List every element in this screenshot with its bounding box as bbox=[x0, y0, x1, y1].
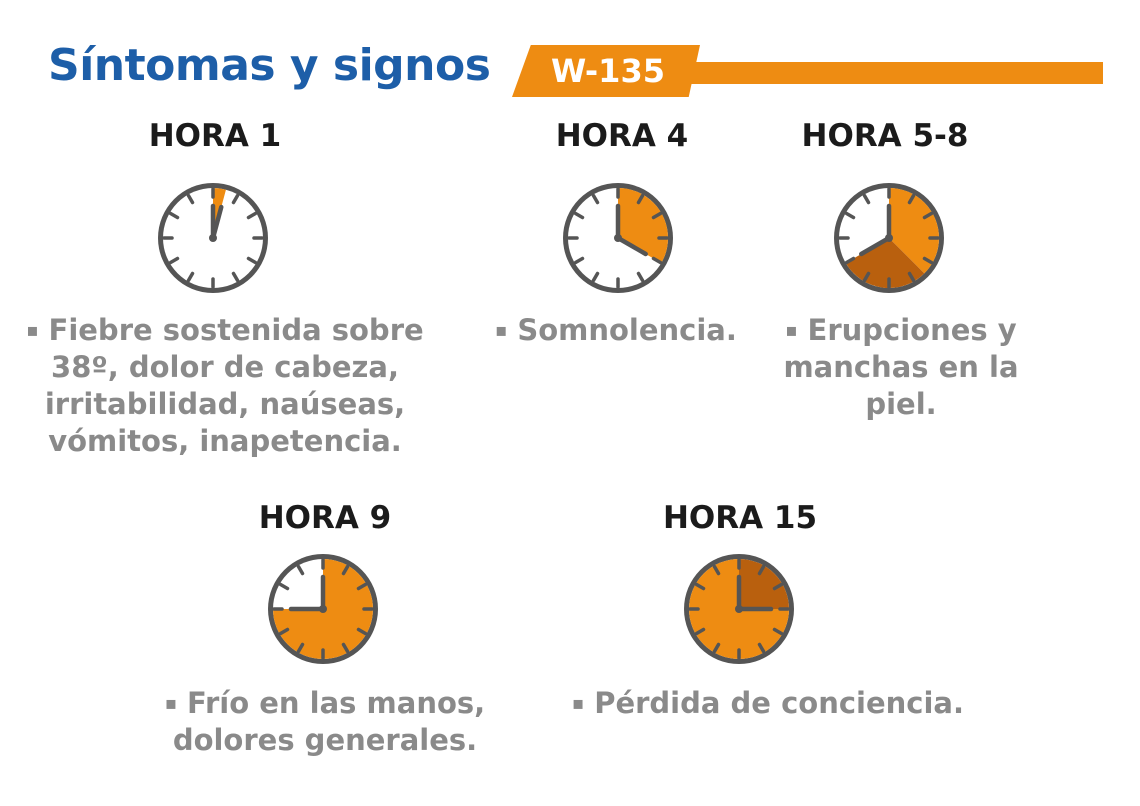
stage-description: ▪ Somnolencia. bbox=[474, 312, 758, 349]
clock-tick bbox=[636, 271, 645, 283]
clock-tick bbox=[356, 582, 368, 591]
clock-icon bbox=[268, 554, 378, 664]
clock-tick bbox=[862, 193, 871, 205]
description-line: manchas en la bbox=[783, 350, 1019, 384]
clock-tick bbox=[862, 271, 871, 283]
clock-tick bbox=[296, 642, 305, 654]
clock-tick bbox=[186, 271, 195, 283]
clock-tick bbox=[757, 642, 766, 654]
bullet-icon: ▪ bbox=[164, 693, 178, 714]
clock-tick bbox=[772, 627, 784, 636]
clock-tick bbox=[907, 193, 916, 205]
clock-tick bbox=[246, 211, 258, 220]
clock-sector bbox=[889, 188, 939, 274]
clock-tick bbox=[168, 256, 180, 265]
clock-tick bbox=[186, 193, 195, 205]
clock-tick bbox=[694, 582, 706, 591]
code-badge-label: W-135 bbox=[551, 52, 665, 90]
clock-tick bbox=[651, 211, 663, 220]
description-line: ▪ Frío en las manos, bbox=[164, 686, 486, 720]
stage-description: ▪ Fiebre sostenida sobre 38º, dolor de ca… bbox=[10, 312, 440, 460]
stage-hour-label: HORA 15 bbox=[662, 500, 818, 536]
description-line: 38º, dolor de cabeza, bbox=[51, 350, 399, 384]
clock-tick bbox=[296, 564, 305, 576]
clock-icon bbox=[834, 183, 944, 293]
clock-tick bbox=[651, 256, 663, 265]
description-line: vómitos, inapetencia. bbox=[48, 424, 402, 458]
stage-hour-label: HORA 4 bbox=[555, 118, 689, 154]
clock-tick bbox=[907, 271, 916, 283]
clock-sector bbox=[739, 559, 789, 609]
header-accent-bar bbox=[690, 62, 1103, 84]
clock-tick bbox=[573, 211, 585, 220]
clock-tick bbox=[772, 582, 784, 591]
clock-tick bbox=[844, 211, 856, 220]
clock-tick bbox=[712, 642, 721, 654]
clock-tick bbox=[246, 256, 258, 265]
clock-tick bbox=[278, 627, 290, 636]
bullet-icon: ▪ bbox=[785, 320, 798, 341]
description-line: piel. bbox=[865, 387, 937, 421]
bullet-icon: ▪ bbox=[26, 320, 39, 341]
clock-tick bbox=[573, 256, 585, 265]
clock-icon bbox=[563, 183, 673, 293]
clock-tick bbox=[231, 193, 240, 205]
clock-tick bbox=[844, 256, 856, 265]
stage-description: ▪ Erupciones y manchas en la piel. bbox=[766, 312, 1036, 423]
stage-hour-label: HORA 1 bbox=[148, 118, 282, 154]
description-line: dolores generales. bbox=[172, 723, 478, 757]
clock-tick bbox=[591, 193, 600, 205]
description-line: ▪ Pérdida de conciencia. bbox=[572, 686, 964, 720]
clock-tick bbox=[591, 271, 600, 283]
clock-tick bbox=[278, 582, 290, 591]
code-badge bbox=[512, 45, 700, 97]
clock-tick bbox=[922, 256, 934, 265]
clock-tick bbox=[757, 564, 766, 576]
clock-hand bbox=[615, 235, 648, 257]
clock-tick bbox=[922, 211, 934, 220]
stage-description: ▪ Frío en las manos, dolores generales. bbox=[130, 685, 520, 759]
stage-hour-label: HORA 5-8 bbox=[801, 118, 969, 154]
bullet-icon: ▪ bbox=[572, 693, 585, 714]
clock-tick bbox=[341, 564, 350, 576]
stage-hour-label: HORA 9 bbox=[258, 500, 392, 536]
clock-center bbox=[735, 605, 743, 613]
clock-center bbox=[885, 234, 893, 242]
description-line: ▪ Somnolencia. bbox=[495, 313, 737, 347]
clock-tick bbox=[341, 642, 350, 654]
stage-description: ▪ Pérdida de conciencia. bbox=[548, 685, 988, 722]
clock-tick bbox=[712, 564, 721, 576]
bullet-icon: ▪ bbox=[495, 320, 508, 341]
clock-icon bbox=[684, 554, 794, 664]
clock-tick bbox=[231, 271, 240, 283]
description-line: ▪ Fiebre sostenida sobre bbox=[26, 313, 424, 347]
description-line: ▪ Erupciones y bbox=[785, 313, 1017, 347]
clock-tick bbox=[168, 211, 180, 220]
clock-tick bbox=[356, 627, 368, 636]
clock-icon bbox=[158, 183, 268, 293]
clock-tick bbox=[694, 627, 706, 636]
clock-center bbox=[614, 234, 622, 242]
clock-center bbox=[319, 605, 327, 613]
clock-center bbox=[209, 234, 217, 242]
description-line: irritabilidad, naúseas, bbox=[44, 387, 406, 421]
clock-tick bbox=[636, 193, 645, 205]
clock-hand bbox=[859, 235, 892, 257]
page-title: Síntomas y signos bbox=[48, 40, 491, 91]
clock-hand bbox=[210, 204, 224, 241]
